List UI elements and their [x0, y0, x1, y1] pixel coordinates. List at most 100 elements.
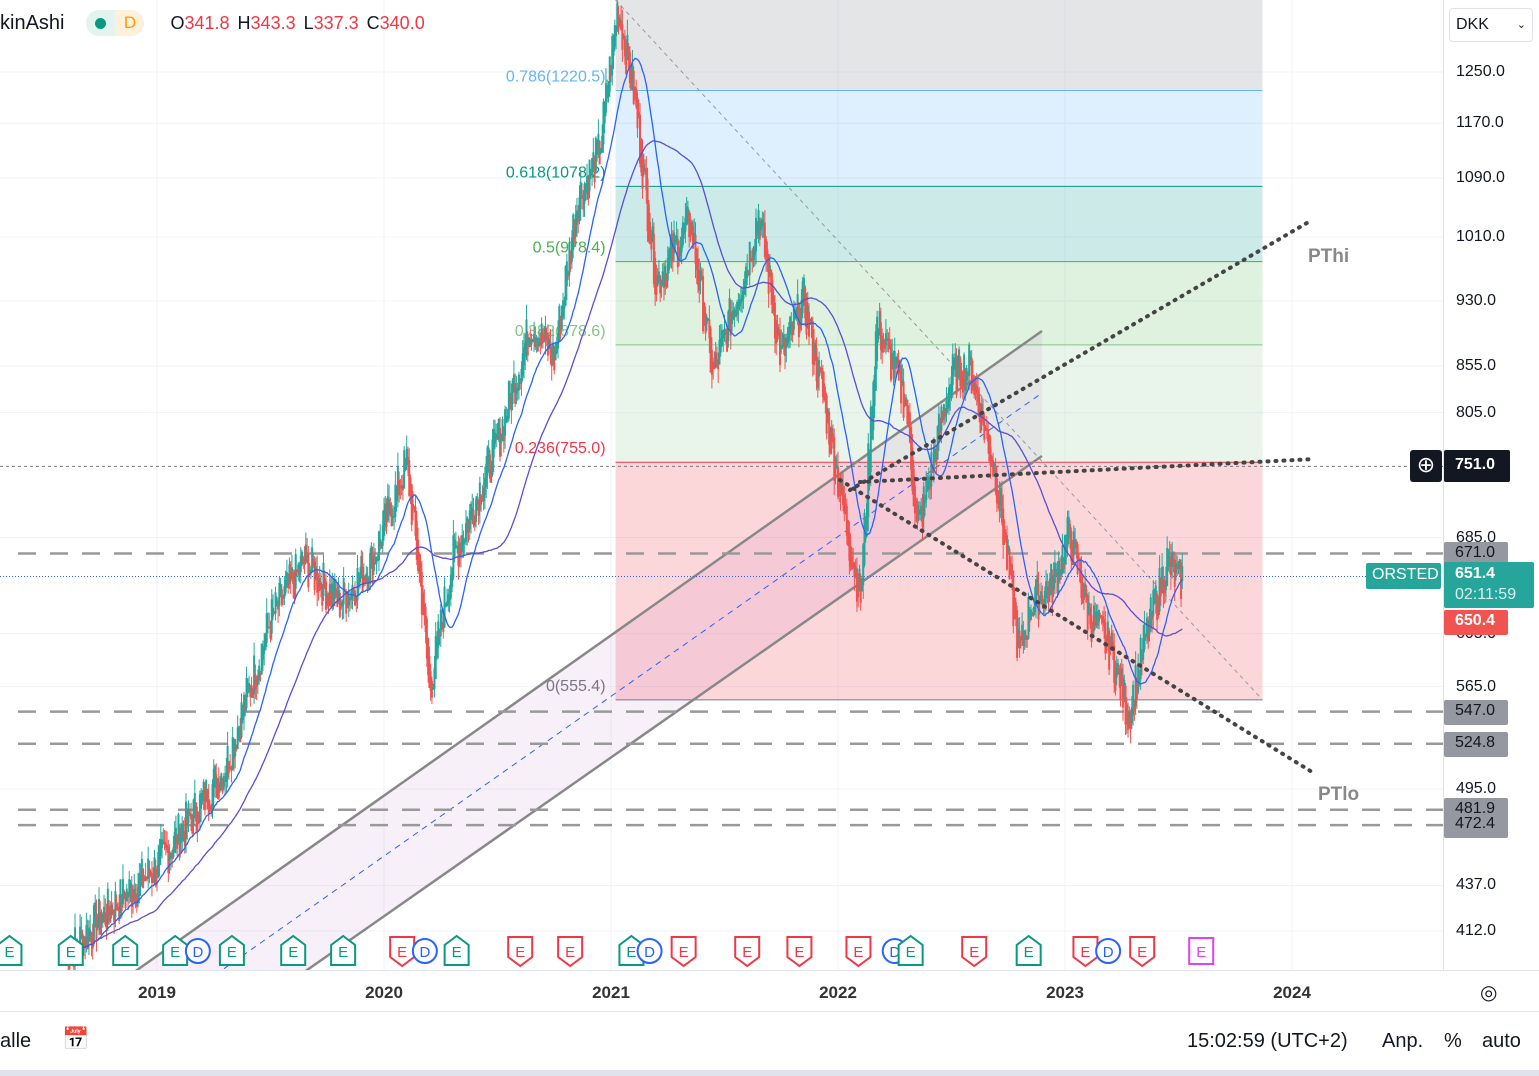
earnings-marker[interactable]: E — [1015, 934, 1042, 966]
earnings-marker[interactable]: E — [280, 934, 307, 966]
earnings-beat-icon — [443, 934, 470, 966]
currency-dropdown[interactable]: DKK ⌄ — [1449, 8, 1533, 42]
fib-zone — [615, 186, 1263, 262]
earnings-marker[interactable]: E — [330, 934, 357, 966]
event-label: E — [515, 944, 525, 961]
level-price-badge: 671.0 — [1444, 541, 1508, 567]
earnings-marker[interactable]: E — [961, 936, 988, 968]
earnings-marker[interactable]: E — [0, 934, 23, 966]
clock-time[interactable]: 15:02:59 (UTC+2) — [1187, 1030, 1348, 1052]
bottom-toolbar: alle 📅 15:02:59 (UTC+2) Anp. % auto — [0, 1012, 1539, 1070]
auto-scale-button[interactable]: auto — [1482, 1030, 1521, 1052]
fib-zone — [615, 462, 1263, 700]
fib-level-label: 0.236(755.0) — [515, 440, 606, 457]
bid-price-badge: 650.4 — [1444, 610, 1508, 636]
earnings-miss-icon — [1129, 936, 1156, 968]
earnings-beat-icon — [1015, 934, 1042, 966]
earnings-marker[interactable]: E — [57, 934, 84, 966]
time-tick-label: 2019 — [138, 983, 176, 1002]
fib-zone — [615, 0, 1263, 91]
bottom-strip — [0, 1070, 1539, 1076]
dividend-icon — [1095, 938, 1122, 964]
earnings-beat-icon — [112, 934, 139, 966]
earnings-beat-icon — [162, 934, 189, 966]
event-label: D — [1103, 944, 1114, 961]
earnings-marker[interactable]: E — [443, 934, 470, 966]
event-label: E — [906, 944, 916, 961]
earnings-marker[interactable]: E — [1072, 936, 1099, 968]
earnings-marker[interactable]: E — [1129, 936, 1156, 968]
adjust-button[interactable]: Anp. — [1382, 1030, 1424, 1052]
chart-style-label: kinAshi — [0, 11, 65, 34]
dividend-marker[interactable]: D — [411, 938, 438, 964]
event-label: D — [644, 944, 655, 961]
price-axis[interactable]: 1250.0 1170.0 1090.0 1010.0 930.0 855.0 805.0 6… — [1443, 0, 1539, 970]
ptlo-label: PTlo — [1318, 784, 1359, 805]
time-tick-label: 2024 — [1273, 983, 1311, 1002]
price-tick-label: 1010.0 — [1456, 228, 1505, 245]
chart-legend: kinAshi D O341.8 H343.3 L337.3 C340.0 — [0, 10, 433, 36]
earnings-marker[interactable]: E — [618, 934, 645, 966]
event-label: E — [452, 944, 462, 961]
channel-upper-line — [134, 329, 1043, 970]
time-tick-label: 2022 — [819, 983, 857, 1002]
chevron-down-icon: ⌄ — [1516, 19, 1526, 31]
dividend-marker[interactable]: D — [636, 938, 663, 964]
time-axis[interactable]: ◎ 2019 2020 2021 2022 2023 2024 — [0, 970, 1539, 1012]
earnings-miss-icon — [961, 936, 988, 968]
earnings-marker[interactable]: E — [1188, 937, 1215, 965]
dividend-marker[interactable]: D — [184, 938, 211, 964]
event-label: E — [227, 944, 237, 961]
dividend-icon — [184, 938, 211, 964]
event-label: E — [1137, 944, 1147, 961]
time-tick-label: 2020 — [365, 983, 403, 1002]
event-label: E — [288, 944, 298, 961]
goto-date-calendar-icon[interactable]: 📅 — [62, 1026, 90, 1051]
add-alert-plus-icon[interactable]: ⊕ — [1410, 450, 1442, 483]
moving-average-slow — [65, 140, 1183, 960]
last-price-badge: 651.4 — [1444, 562, 1534, 609]
event-label: E — [66, 944, 76, 961]
earnings-upcoming-icon — [1188, 937, 1215, 965]
dividend-icon — [411, 938, 438, 964]
fib-zone — [615, 90, 1263, 187]
price-tick-label: 805.0 — [1456, 403, 1497, 421]
trend-line-high — [848, 218, 1314, 492]
event-label: E — [679, 944, 689, 961]
event-label: E — [4, 944, 14, 961]
status-pill[interactable]: D — [86, 10, 145, 36]
price-tick-label: 495.0 — [1456, 779, 1497, 797]
interval-badge: D — [115, 10, 145, 36]
price-tick-label: 930.0 — [1456, 291, 1497, 309]
price-tick-label: 1250.0 — [1456, 63, 1505, 80]
earnings-marker[interactable]: E — [112, 934, 139, 966]
earnings-miss-icon — [507, 936, 534, 968]
price-chart[interactable]: 0.786(1220.5)0.618(1078.2)0.5(978.4)0.38… — [0, 0, 1443, 970]
earnings-marker[interactable]: E — [786, 936, 813, 968]
earnings-marker[interactable]: E — [670, 936, 697, 968]
event-label: E — [565, 944, 575, 961]
percent-scale-button[interactable]: % — [1444, 1030, 1462, 1052]
earnings-marker[interactable]: E — [162, 934, 189, 966]
earnings-marker[interactable]: E — [845, 936, 872, 968]
event-label: E — [1196, 944, 1206, 961]
earnings-marker[interactable]: E — [897, 934, 924, 966]
price-tick-label: 1090.0 — [1456, 169, 1505, 186]
settings-icon[interactable]: ◎ — [1480, 982, 1498, 1004]
earnings-beat-icon — [618, 934, 645, 966]
earnings-marker[interactable]: E — [507, 936, 534, 968]
earnings-marker[interactable]: E — [734, 936, 761, 968]
event-label: D — [419, 944, 430, 961]
channel-mid-line — [221, 392, 1043, 970]
earnings-beat-icon — [0, 934, 23, 966]
range-all-button[interactable]: alle — [0, 1030, 32, 1052]
earnings-marker[interactable]: E — [389, 936, 416, 968]
dividend-marker[interactable]: D — [1095, 938, 1122, 964]
earnings-beat-icon — [280, 934, 307, 966]
fib-level-label: 0.786(1220.5) — [506, 68, 606, 85]
bar-countdown: 02:11:59 — [1455, 586, 1517, 604]
earnings-marker[interactable]: E — [218, 934, 245, 966]
event-label: E — [853, 944, 863, 961]
level-price-badge: 472.4 — [1444, 813, 1508, 839]
earnings-marker[interactable]: E — [557, 936, 584, 968]
